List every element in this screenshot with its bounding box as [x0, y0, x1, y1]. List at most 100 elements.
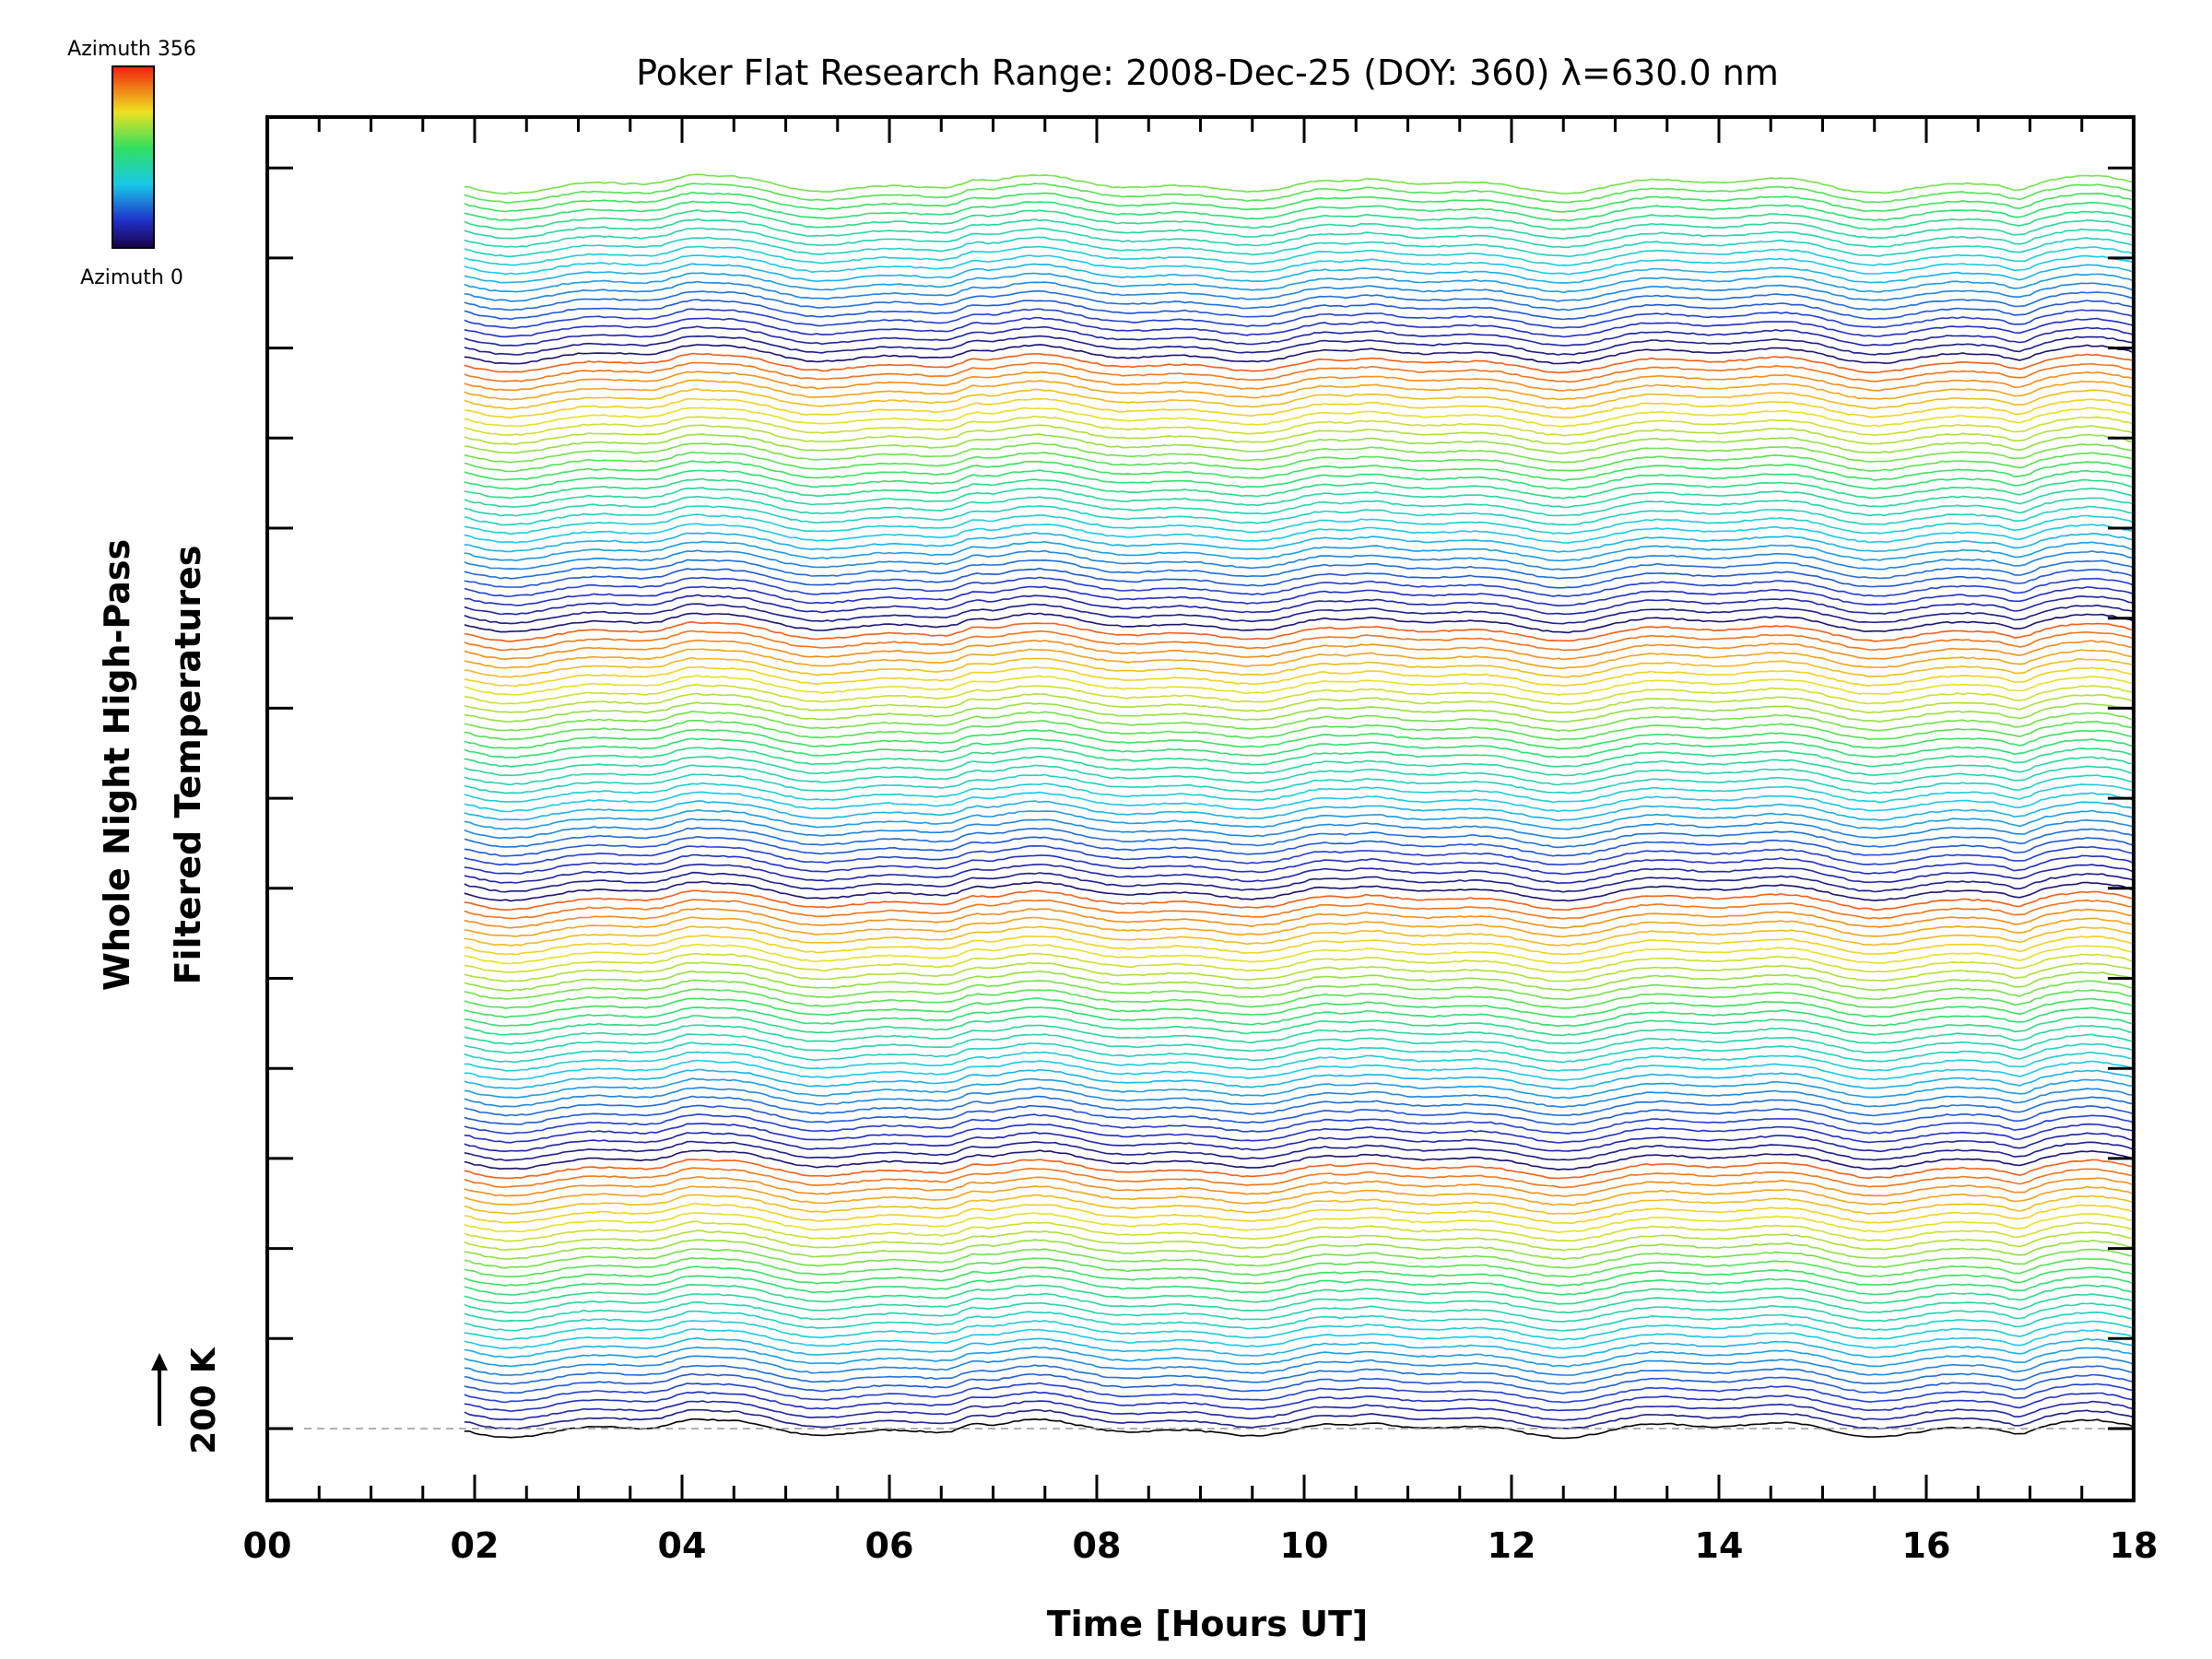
series-line: [464, 773, 2135, 794]
series-line: [464, 200, 2135, 222]
series-line: [464, 800, 2135, 822]
series-line: [464, 263, 2135, 284]
series-line: [464, 827, 2135, 849]
series-line: [464, 907, 2135, 929]
series-line: [464, 1113, 2135, 1135]
series-line: [464, 1131, 2135, 1153]
series-line: [464, 1320, 2135, 1341]
series-line: [464, 1364, 2135, 1385]
series-line: [464, 603, 2135, 625]
series-line: [464, 1239, 2134, 1261]
series-line: [464, 1265, 2135, 1288]
series-line: [464, 1123, 2135, 1144]
series-line: [464, 988, 2135, 1009]
series-line: [464, 1033, 2135, 1054]
series-line: [464, 979, 2135, 1001]
series-line: [464, 1104, 2135, 1125]
series-line: [464, 1194, 2135, 1216]
series-line: [464, 585, 2135, 607]
series-line: [464, 308, 2135, 329]
series-line: [464, 495, 2135, 517]
series-line: [464, 272, 2135, 294]
x-tick-label: 10: [1280, 1525, 1329, 1566]
series-line: [464, 701, 2135, 723]
series-line: [464, 764, 2135, 786]
series-line: [464, 1408, 2135, 1430]
series-line: [464, 487, 2135, 509]
series-line: [464, 182, 2135, 204]
colorbar-label-bottom: Azimuth 0: [80, 266, 183, 289]
series-line: [464, 316, 2135, 338]
series-line: [464, 567, 2135, 589]
series-line: [464, 280, 2135, 302]
series-line: [464, 218, 2135, 240]
series-line: [464, 344, 2135, 365]
x-tick-label: 08: [1073, 1525, 1122, 1566]
series-line: [464, 1382, 2135, 1404]
series-line: [464, 379, 2135, 401]
series-line: [464, 549, 2135, 571]
series-line: [464, 1059, 2135, 1081]
x-tick-label: 18: [2110, 1525, 2159, 1566]
series-line: [464, 1400, 2135, 1421]
series-line: [464, 451, 2135, 473]
series-line: [464, 629, 2135, 652]
series-line: [464, 1230, 2135, 1252]
series-line: [464, 1041, 2135, 1064]
series-line: [464, 1256, 2135, 1278]
series-line: [464, 1346, 2135, 1368]
scale-bar: 200 K: [151, 1347, 223, 1454]
colorbar-label-top: Azimuth 356: [67, 38, 196, 61]
series-line: [464, 961, 2135, 982]
series-line: [464, 952, 2135, 973]
y-axis-label-line2: Filtered Temperatures: [168, 546, 208, 985]
series-line: [464, 728, 2135, 750]
series-line: [464, 675, 2135, 697]
series-line: [464, 853, 2135, 876]
series-line: [464, 424, 2135, 445]
series-line: [464, 505, 2135, 526]
series-line: [464, 620, 2135, 642]
series-line: [464, 523, 2135, 544]
series-line: [464, 1068, 2135, 1090]
series-line: [464, 1372, 2135, 1394]
series-line: [464, 388, 2135, 410]
series-line: [464, 1095, 2135, 1117]
series-line: [464, 1087, 2135, 1109]
series-line: [464, 844, 2135, 866]
series-line: [464, 692, 2135, 714]
series-line: [464, 361, 2135, 383]
x-tick-label: 04: [658, 1525, 707, 1566]
series-line: [464, 665, 2135, 688]
series-line: [464, 1220, 2135, 1242]
y-axis-label-line1: Whole Night High-Pass: [97, 539, 137, 991]
series-line: [464, 1292, 2135, 1314]
series-line: [464, 1355, 2135, 1376]
series-line: [464, 835, 2135, 857]
series-line: [464, 227, 2135, 249]
series-line: [464, 1212, 2135, 1233]
series-line: [464, 1248, 2135, 1269]
x-tick-label: 16: [1902, 1525, 1951, 1566]
x-tick-label: 14: [1695, 1525, 1744, 1566]
series-line: [464, 970, 2135, 992]
x-tick-labels: 00 02 04 06 08 10 12 14 16 18: [243, 1525, 2159, 1566]
series-line: [464, 442, 2135, 464]
series-line: [464, 1140, 2135, 1161]
series-line: [464, 1149, 2135, 1171]
series-line: [464, 648, 2135, 670]
series-line: [464, 1015, 2135, 1037]
series-line: [464, 460, 2135, 482]
series-line: [464, 755, 2135, 777]
series-line: [464, 1024, 2135, 1045]
x-tick-label: 06: [865, 1525, 914, 1566]
scale-bar-label: 200 K: [185, 1347, 223, 1454]
series-line: [464, 656, 2135, 678]
series-line: [464, 576, 2135, 597]
series-line: [464, 871, 2135, 893]
series-line: [464, 531, 2135, 553]
series-line: [464, 747, 2135, 768]
series-line: [464, 1167, 2135, 1189]
series-line: [464, 559, 2135, 580]
series-line: [464, 639, 2135, 661]
